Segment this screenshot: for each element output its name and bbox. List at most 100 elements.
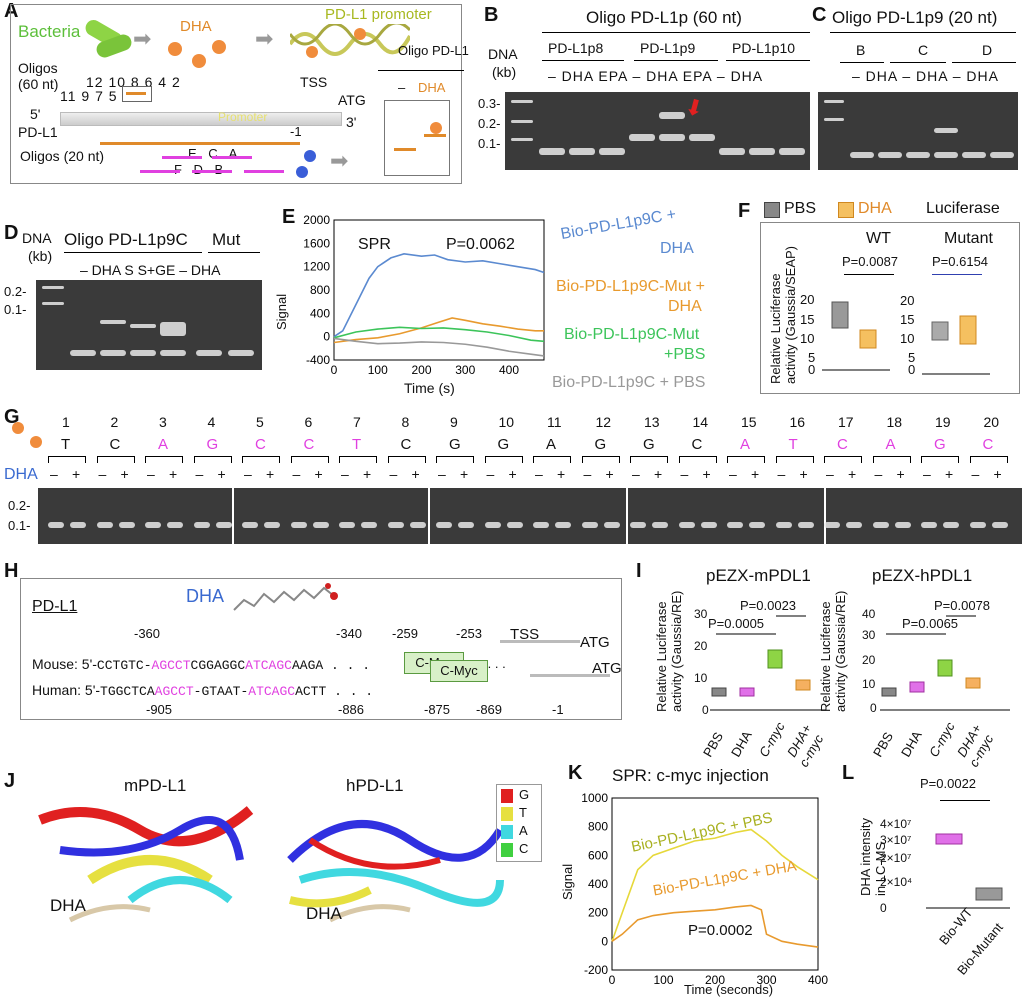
gel-band-shift (659, 112, 685, 119)
legend-c: C (519, 841, 529, 856)
spr-ylabel: Signal (274, 293, 289, 330)
g-gel-band (749, 522, 765, 528)
group-underline (208, 252, 260, 253)
g-lane-bracket (290, 456, 329, 463)
oligo-divider (378, 70, 464, 71)
legend-t-swatch (501, 807, 513, 821)
gel-band (130, 350, 156, 356)
mouse-sequence: Mouse: 5'-CCTGTC-AGCCTCGGAGGCATCAGCAAGA … (32, 656, 370, 673)
gel-band (719, 148, 745, 155)
group-underline (726, 60, 810, 61)
legend-e-s3b: +PBS (664, 346, 706, 363)
legend-c-swatch (501, 843, 513, 857)
g-gel-band (312, 522, 329, 528)
gel-c (818, 92, 1018, 170)
x-tick-label: 200 (705, 973, 725, 987)
panel-c-title-underline (830, 32, 1016, 33)
legend-g: G (519, 787, 530, 802)
g-gel-band (70, 522, 86, 528)
ladder-band (511, 138, 533, 141)
h-atg-1: ATG (580, 634, 610, 651)
panel-c-title: Oligo PD-L1p9 (20 nt) (832, 8, 998, 27)
g-lane-sign: – (874, 466, 883, 482)
g-lane-sign: – (147, 466, 155, 482)
panel-label-f: F (738, 200, 751, 222)
g-lane-sign: – (195, 466, 204, 482)
g-lane-bracket (581, 456, 620, 463)
seq: -GTAAT- (193, 684, 249, 699)
panel-b-title-underline (542, 32, 810, 33)
group-d: D (982, 42, 993, 58)
g-lane-bracket (872, 456, 911, 463)
i-p1: P=0.0005 (708, 616, 765, 631)
gel-d (36, 280, 262, 370)
panel-c-lanes: – DHA – DHA – DHA (852, 68, 999, 84)
oligo20-letters-bottom: F D B (174, 162, 227, 177)
svg-text:15: 15 (900, 312, 914, 327)
h-n340: -340 (336, 626, 363, 641)
seq-motif: AGCCT (154, 684, 194, 699)
dha-molecule-icon (212, 40, 226, 54)
x-tick-label: 400 (499, 363, 519, 377)
y-tick-label: 400 (310, 306, 330, 320)
g-lane-bracket (727, 456, 765, 463)
j-dha-1: DHA (50, 896, 86, 915)
chart-k-series (611, 828, 819, 948)
x-tick-label: 300 (455, 363, 475, 377)
legend-t: T (519, 805, 527, 820)
ladder-band (824, 118, 844, 121)
g-lane-sign: + (217, 466, 226, 482)
oligo20-bar (244, 170, 284, 173)
oligos-60-nt: (60 nt) (18, 76, 59, 92)
h-n875: -875 (424, 702, 451, 717)
g-lane-number: 4 (207, 414, 216, 430)
g-lane-number: 8 (401, 414, 410, 430)
g-lane-sign: – (729, 466, 737, 482)
g-lane-sign: – (341, 466, 349, 482)
g-lane-number: 9 (450, 414, 458, 430)
j-dha-2: DHA (306, 904, 342, 923)
g-lane-sign: + (120, 466, 129, 482)
gel-band (689, 134, 715, 141)
i-title-m: pEZX-mPDL1 (706, 566, 811, 585)
g-gel-band (846, 522, 862, 528)
panel-label-e: E (282, 206, 296, 228)
k-title: SPR: c-myc injection (612, 766, 769, 785)
human-cmyc-box: C-Myc (430, 660, 488, 682)
g-base-letter: A (740, 436, 751, 453)
g-lane-number: 20 (983, 414, 1000, 430)
g-lane-sign: + (945, 466, 954, 482)
svg-text:10: 10 (900, 331, 914, 346)
minus-one-label: -1 (290, 124, 302, 139)
mini-dha-icon (430, 122, 442, 134)
g-lane-number: 14 (692, 414, 709, 430)
k-ylabel: Signal (560, 863, 575, 900)
g-gel-band (991, 522, 1008, 528)
ladder-band (511, 100, 533, 103)
three-prime: 3' (346, 114, 357, 130)
g-base-letter: C (255, 436, 266, 453)
gel-band (749, 148, 775, 155)
spr-xlabel: Time (s) (404, 380, 455, 396)
g-lane-bracket (193, 456, 232, 463)
tick-02: 0.2- (478, 116, 501, 131)
mini-band (424, 134, 446, 137)
g-lane-bracket (678, 456, 717, 463)
dha-molecule-icon (192, 54, 206, 68)
series-line (333, 337, 545, 357)
legend-dha: DHA (858, 200, 892, 217)
h-tss: TSS (510, 626, 540, 643)
spr-p-value: P=0.0062 (446, 236, 515, 253)
g-lane-sign: + (411, 466, 420, 482)
oligo-top-numbers: 12 10 8 6 4 2 (86, 74, 181, 90)
y-tick-label: 0 (601, 934, 608, 948)
gel-band (599, 148, 625, 155)
dna-axis-label: DNA (488, 46, 518, 62)
g-lane-bracket (387, 456, 426, 463)
svg-text:0: 0 (702, 703, 709, 717)
g-gel-band (387, 522, 404, 528)
legend-e-s1b: DHA (660, 240, 694, 257)
h-pdl1-label: PD-L1 (32, 598, 78, 615)
group-pdl1p8: PD-L1p8 (548, 40, 604, 56)
